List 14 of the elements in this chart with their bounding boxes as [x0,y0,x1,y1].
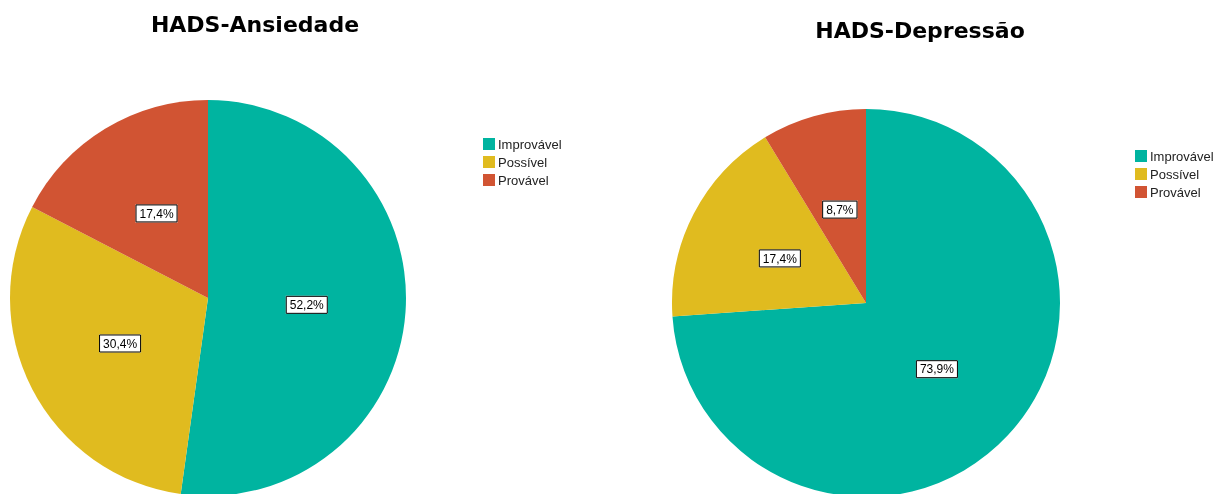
data-label: 30,4% [103,336,138,351]
chart-title: HADS-Ansiedade [150,12,360,37]
legend-label: Improvável [498,136,562,152]
data-label: 17,4% [139,206,174,221]
data-label: 52,2% [289,298,325,313]
legend-label: Provável [1150,184,1201,200]
data-label: 17,4% [762,251,798,266]
legend-label: Possível [1150,166,1200,182]
chart-title: HADS-Depressão [815,18,1025,43]
data-label: 73,9% [919,362,955,377]
data-label: 8,7% [826,202,854,217]
legend-label: Provável [498,172,549,188]
legend-label: Improvável [1150,148,1214,164]
legend-label: Possível [498,154,548,170]
